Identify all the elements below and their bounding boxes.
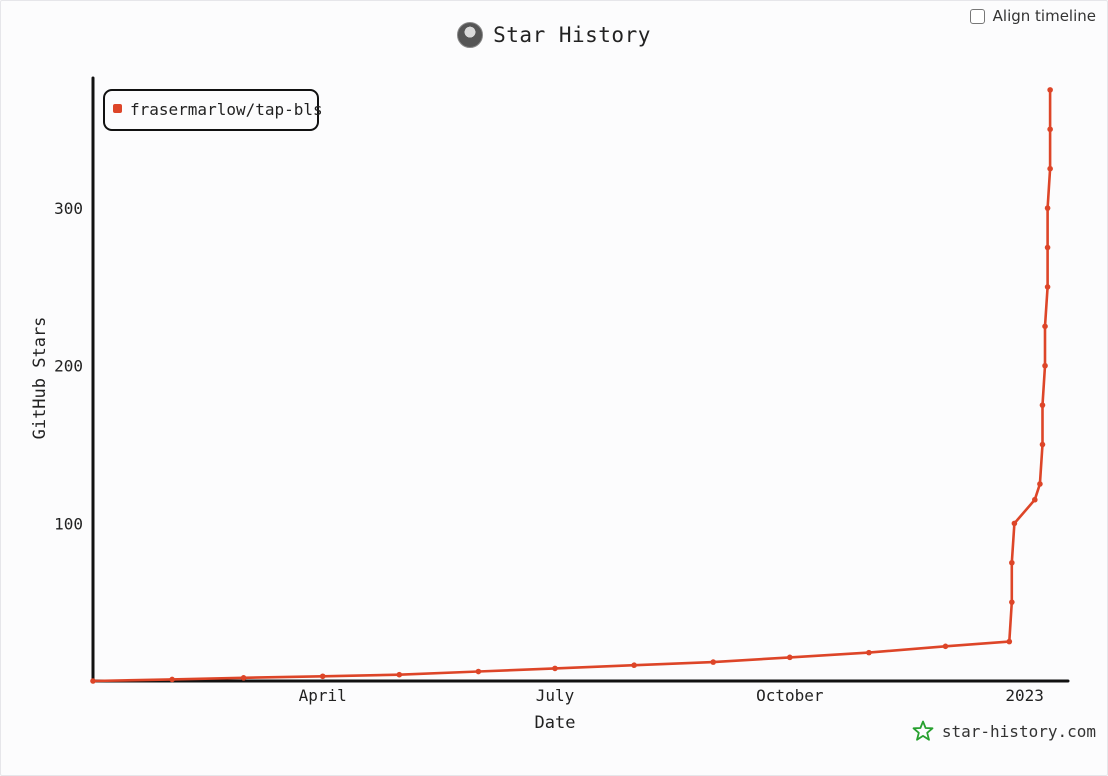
series-point — [475, 668, 482, 675]
y-tick-label: 200 — [54, 357, 83, 376]
x-tick-label: October — [756, 686, 824, 705]
series-layer — [90, 87, 1053, 684]
series-point — [1042, 323, 1048, 330]
series-point — [1011, 520, 1018, 527]
star-outline-icon — [912, 720, 934, 741]
align-timeline-checkbox[interactable] — [969, 8, 985, 24]
series-point — [631, 662, 637, 669]
series-point — [1042, 362, 1048, 369]
legend: frasermarlow/tap-bls — [103, 89, 323, 131]
x-tick-label: July — [536, 686, 575, 705]
series-point — [1047, 87, 1053, 93]
series-point — [1006, 638, 1013, 645]
y-tick-label: 300 — [54, 199, 83, 218]
series-point — [942, 643, 949, 650]
series-point — [1044, 284, 1051, 290]
chart-header: Star History — [0, 22, 1108, 48]
brand-watermark[interactable]: star-history.com — [912, 720, 1096, 742]
series-point — [1039, 441, 1046, 448]
y-axis-ticks: 100 200 300 — [54, 199, 83, 533]
x-axis-label: Date — [535, 713, 576, 733]
series-point — [90, 678, 96, 684]
series-point — [552, 665, 558, 672]
series-point — [1032, 496, 1038, 503]
series-point — [786, 654, 793, 661]
x-tick-label: April — [299, 686, 347, 705]
series-point — [240, 675, 247, 681]
chart-title: Star History — [493, 23, 651, 47]
axes — [91, 76, 1070, 683]
align-timeline-label: Align timeline — [992, 7, 1096, 25]
series-point — [169, 676, 175, 683]
y-axis-label: GitHub Stars — [30, 317, 50, 440]
y-tick-label: 100 — [54, 514, 83, 533]
series-point — [1009, 559, 1015, 566]
legend-entry: frasermarlow/tap-bls — [130, 100, 323, 119]
series-point — [1044, 244, 1051, 251]
owner-avatar — [457, 22, 484, 48]
x-axis-ticks: April July October 2023 — [299, 686, 1044, 705]
series-point — [1009, 599, 1015, 605]
legend-swatch — [113, 104, 122, 113]
series-point — [1037, 481, 1043, 487]
series-point — [1044, 205, 1051, 211]
series-point — [396, 671, 403, 678]
align-timeline-toggle[interactable]: Align timeline — [969, 7, 1096, 25]
series-line — [91, 88, 1052, 683]
series-point — [1039, 402, 1046, 408]
series-point — [710, 659, 717, 665]
series-point — [1047, 165, 1053, 172]
series-point — [319, 673, 326, 680]
x-tick-label: 2023 — [1005, 686, 1044, 705]
brand-text: star-history.com — [941, 721, 1096, 741]
legend-box — [103, 89, 319, 131]
series-point — [866, 649, 872, 656]
series-point — [1047, 126, 1053, 133]
